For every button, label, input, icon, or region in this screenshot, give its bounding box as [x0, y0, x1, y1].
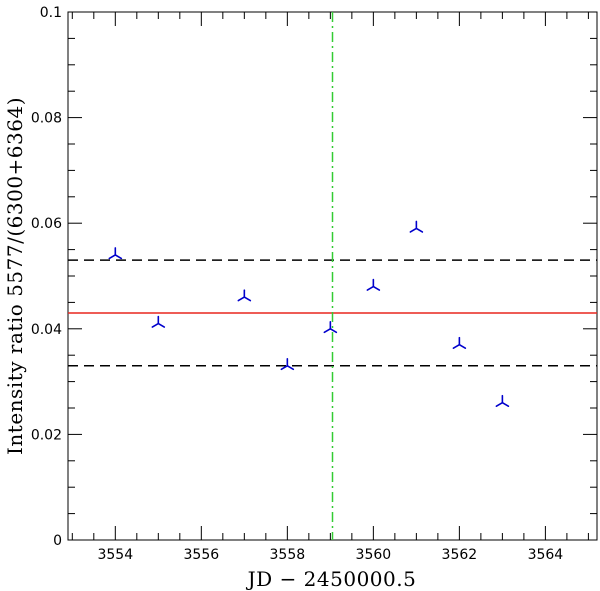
x-tick-label: 3554 [97, 547, 133, 563]
data-point [452, 336, 467, 349]
x-tick-label: 3562 [442, 547, 478, 563]
x-axis-title: JD − 2450000.5 [246, 567, 417, 591]
x-tick-label: 3558 [270, 547, 306, 563]
data-points [108, 220, 510, 408]
data-point [323, 320, 338, 334]
data-point [366, 278, 381, 291]
y-tick-label: 0.1 [40, 5, 62, 21]
x-tick-label: 3560 [356, 547, 392, 563]
tick-labels: 3554 3556 3558 3560 3562 3564 0 0.02 0.04 0.06 0.0… [31, 5, 563, 563]
axis-ticks [68, 11, 597, 541]
x-tick-label: 3556 [184, 547, 220, 563]
x-tick-label: 3564 [528, 547, 564, 563]
data-point [237, 289, 252, 302]
data-point [280, 357, 295, 371]
y-tick-label: 0 [53, 533, 62, 549]
y-axis-title: Intensity ratio 5577/(6300+6364) [3, 97, 27, 455]
y-tick-label: 0.06 [31, 216, 62, 232]
y-tick-label: 0.08 [31, 111, 62, 127]
data-point [495, 394, 510, 408]
y-tick-label: 0.04 [31, 322, 62, 338]
data-point [151, 315, 166, 328]
data-point [108, 247, 123, 260]
reference-lines [68, 12, 597, 540]
y-tick-label: 0.02 [31, 427, 62, 443]
data-point [409, 220, 424, 233]
